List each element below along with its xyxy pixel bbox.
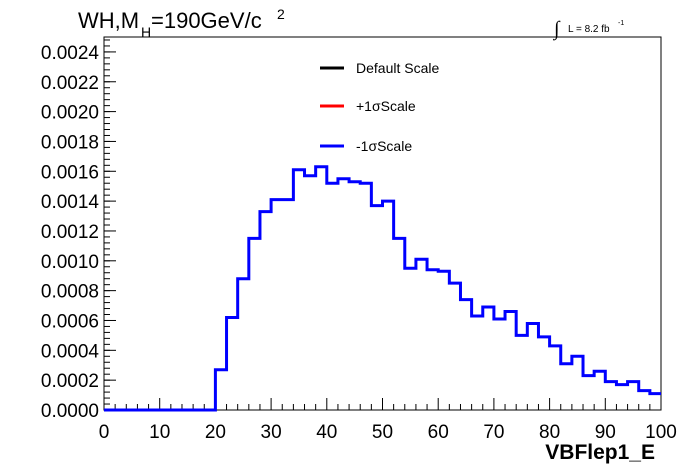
y-tick-label: 0.0022 <box>41 73 99 94</box>
y-tick-label: 0.0004 <box>41 341 100 362</box>
chart-title-main: WH,M <box>78 8 139 33</box>
x-tick-label: 50 <box>372 422 393 443</box>
x-tick-label: 100 <box>645 422 677 443</box>
x-axis: 0 10 20 30 40 50 60 70 80 90 100 <box>99 398 677 443</box>
y-tick-label: 0.0010 <box>41 252 99 273</box>
plot-frame <box>103 36 662 411</box>
y-tick-label: 0.0002 <box>41 371 99 392</box>
series-layer <box>104 165 661 412</box>
legend-label: -1σScale <box>356 138 412 154</box>
y-tick-label: 0.0024 <box>41 43 100 64</box>
chart-title-rest: =190GeV/c <box>151 8 262 33</box>
legend: Default Scale +1σScale -1σScale <box>320 60 439 154</box>
legend-label: Default Scale <box>356 60 439 76</box>
legend-label: +1σScale <box>356 98 416 114</box>
y-tick-label: 0.0012 <box>41 222 99 243</box>
series-line-minus-1sigma <box>104 165 661 412</box>
chart-title-subscript: H <box>141 24 151 40</box>
y-axis: 0.0000 0.0002 0.0004 0.0006 0.0008 0.0010 0.00… <box>41 39 116 422</box>
x-tick-label: 80 <box>539 422 560 443</box>
y-tick-label: 0.0018 <box>41 132 99 153</box>
x-tick-label: 30 <box>261 422 282 443</box>
y-tick-label: 0.0006 <box>41 311 99 332</box>
x-tick-label: 10 <box>149 422 170 443</box>
lumi-superscript: -1 <box>618 20 624 27</box>
x-tick-label: 70 <box>483 422 504 443</box>
x-tick-label: 0 <box>99 422 110 443</box>
y-tick-label: 0.0008 <box>41 282 99 303</box>
x-axis-label: VBFlep1_E <box>545 441 655 464</box>
y-tick-label: 0.0020 <box>41 103 99 124</box>
x-tick-label: 20 <box>205 422 226 443</box>
lumi-integral: ∫ <box>552 18 561 41</box>
lumi-text: L = 8.2 fb <box>568 24 610 35</box>
y-tick-label: 0.0000 <box>41 401 99 422</box>
y-tick-label: 0.0014 <box>41 192 100 213</box>
x-tick-label: 40 <box>316 422 337 443</box>
x-tick-label: 90 <box>595 422 616 443</box>
x-tick-label: 60 <box>428 422 449 443</box>
y-tick-label: 0.0016 <box>41 162 99 183</box>
chart-title-superscript: 2 <box>277 6 285 22</box>
